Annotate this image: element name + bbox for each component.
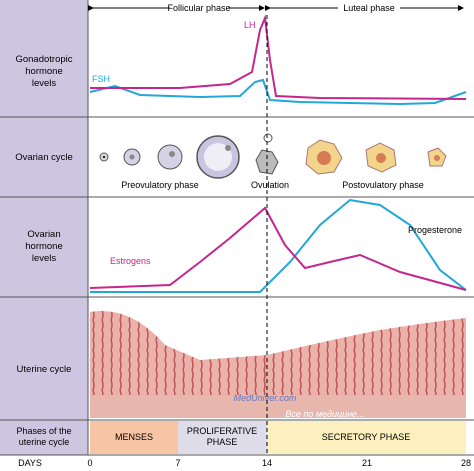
watermark: Все по медицине...: [285, 409, 364, 419]
day-label: 14: [262, 458, 272, 468]
estrogens-label: Estrogens: [110, 256, 151, 266]
uterine-lining: MedUniver.com Все по медицине...: [90, 310, 466, 419]
menses: MENSES: [115, 432, 153, 442]
day-label: 28: [461, 458, 471, 468]
ovulation-label: Ovulation: [251, 180, 289, 190]
row-label: Uterine cycle: [17, 364, 72, 375]
proliferative: PROLIFERATIVE PHASE: [187, 426, 257, 447]
ovarian-hormone-curves: Estrogens Progesterone: [89, 198, 467, 293]
phases-row: MENSES PROLIFERATIVE PHASE SECRETORY PHAS…: [90, 421, 466, 454]
day-label: 21: [362, 458, 372, 468]
gonadotropic-curves: LH FSH: [89, 14, 467, 106]
row-label: Ovarian hormone levels: [25, 229, 63, 264]
row-label: DAYS: [18, 458, 42, 468]
day-label: 7: [175, 458, 180, 468]
progesterone-label: Progesterone: [408, 225, 462, 235]
day-label: 0: [87, 458, 92, 468]
row-label: Phases of the uterine cycle: [16, 426, 71, 447]
ovarian-cycle: Preovulatory phase Ovulation Postovulato…: [99, 133, 447, 190]
row-label: Ovarian cycle: [15, 152, 73, 163]
luteal-label: Luteal phase: [343, 3, 395, 13]
row-label: Gonadotropic hormone levels: [15, 54, 72, 89]
watermark: MedUniver.com: [234, 393, 297, 403]
days-axis: 0 7 14 21 28: [87, 458, 471, 468]
postovulatory-label: Postovulatory phase: [342, 180, 424, 190]
lh-label: LH: [244, 20, 256, 30]
follicular-label: Follicular phase: [167, 3, 230, 13]
preovulatory-label: Preovulatory phase: [121, 180, 199, 190]
phase-arrows: Follicular phase Luteal phase: [88, 3, 464, 13]
fsh-label: FSH: [92, 74, 110, 84]
secretory: SECRETORY PHASE: [322, 432, 411, 442]
